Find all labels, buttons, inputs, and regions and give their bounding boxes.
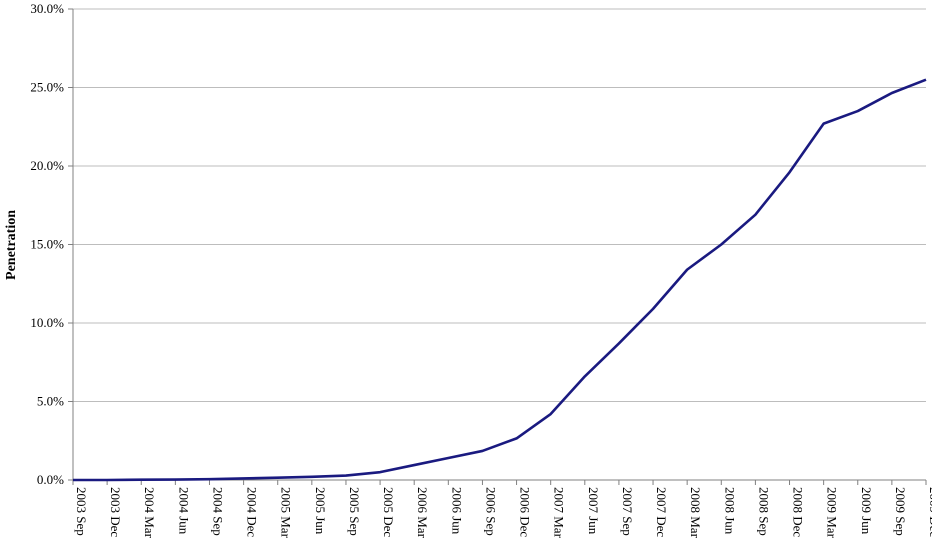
- x-tick-label: 2007 Jun: [586, 487, 601, 535]
- y-tick-label: 20.0%: [30, 158, 64, 173]
- y-tick-label: 15.0%: [30, 237, 64, 252]
- x-axis-ticks: 2003 Sep 2003 Dec 2004 Mar 2004 Jun 2004 Sep…: [74, 487, 932, 539]
- x-tick-label: 2005 Dec: [381, 487, 396, 537]
- axes: [68, 8, 927, 485]
- x-tick-label: 2008 Jun: [722, 487, 737, 535]
- x-tick-label: 2004 Jun: [176, 487, 191, 535]
- x-tick-label: 2007 Mar: [552, 487, 567, 539]
- x-tick-label: 2008 Sep: [756, 487, 771, 536]
- x-tick-label: 2004 Sep: [210, 487, 225, 536]
- x-tick-label: 2004 Mar: [142, 487, 157, 539]
- series-layer: [73, 78, 927, 482]
- x-tick-label: 2003 Dec: [108, 487, 123, 537]
- x-tick-label: 2007 Dec: [654, 487, 669, 537]
- x-tick-label: 2005 Jun: [313, 487, 328, 535]
- y-axis-label: Penetration: [4, 210, 19, 280]
- x-tick-label: 2006 Jun: [449, 487, 464, 535]
- x-tick-label: 2004 Dec: [245, 487, 260, 537]
- y-axis-ticks: 0.0% 5.0% 10.0% 15.0% 20.0% 25.0% 30.0%: [30, 1, 64, 487]
- y-tick-label: 30.0%: [30, 1, 64, 16]
- y-tick-label: 0.0%: [37, 472, 64, 487]
- x-tick-label: 2006 Dec: [518, 487, 533, 537]
- x-tick-label: 2007 Sep: [620, 487, 635, 536]
- x-tick-label: 2009 Mar: [825, 487, 840, 539]
- series-line: [73, 78, 927, 482]
- y-tick-label: 25.0%: [30, 80, 64, 95]
- gridlines: [73, 8, 926, 402]
- x-tick-label: 2005 Sep: [347, 487, 362, 536]
- x-tick-label: 2005 Mar: [279, 487, 294, 539]
- x-tick-label: 2006 Sep: [483, 487, 498, 536]
- x-tick-label: 2008 Mar: [688, 487, 703, 539]
- x-tick-label: 2008 Dec: [791, 487, 806, 537]
- x-tick-label: 2009 Dec: [927, 487, 932, 537]
- x-tick-label: 2009 Sep: [893, 487, 908, 536]
- y-tick-label: 5.0%: [37, 394, 64, 409]
- x-tick-label: 2006 Mar: [415, 487, 430, 539]
- y-tick-label: 10.0%: [30, 315, 64, 330]
- x-tick-label: 2009 Jun: [859, 487, 874, 535]
- x-tick-label: 2003 Sep: [74, 487, 89, 536]
